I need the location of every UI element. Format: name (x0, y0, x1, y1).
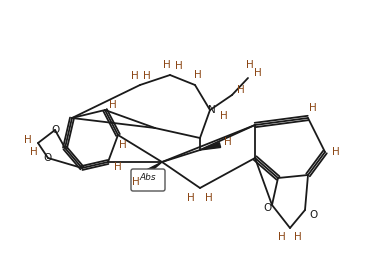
Text: H: H (237, 85, 245, 95)
Text: H: H (205, 193, 213, 203)
Text: H: H (175, 61, 183, 71)
Text: H: H (278, 232, 286, 242)
Text: N: N (208, 105, 216, 115)
Text: H: H (294, 232, 302, 242)
FancyBboxPatch shape (131, 169, 165, 191)
Text: H: H (309, 103, 317, 113)
Text: H: H (163, 60, 171, 70)
Text: H: H (143, 71, 151, 81)
Text: H: H (220, 111, 228, 121)
Polygon shape (200, 142, 220, 150)
Text: H: H (224, 137, 232, 147)
Polygon shape (142, 162, 162, 176)
Text: H: H (109, 100, 117, 110)
Text: H: H (187, 193, 195, 203)
Text: O: O (44, 153, 52, 163)
Text: O: O (51, 125, 59, 135)
Text: H: H (194, 70, 202, 80)
Text: H: H (332, 147, 340, 157)
Text: H: H (131, 71, 139, 81)
Text: H: H (132, 177, 140, 187)
Text: O: O (309, 210, 317, 220)
Text: H: H (30, 147, 38, 157)
Text: H: H (114, 162, 122, 172)
Text: O: O (263, 203, 271, 213)
Text: H: H (246, 60, 254, 70)
Text: H: H (254, 68, 262, 78)
Text: H: H (24, 135, 32, 145)
Text: Abs: Abs (140, 173, 156, 181)
Text: H: H (119, 140, 127, 150)
